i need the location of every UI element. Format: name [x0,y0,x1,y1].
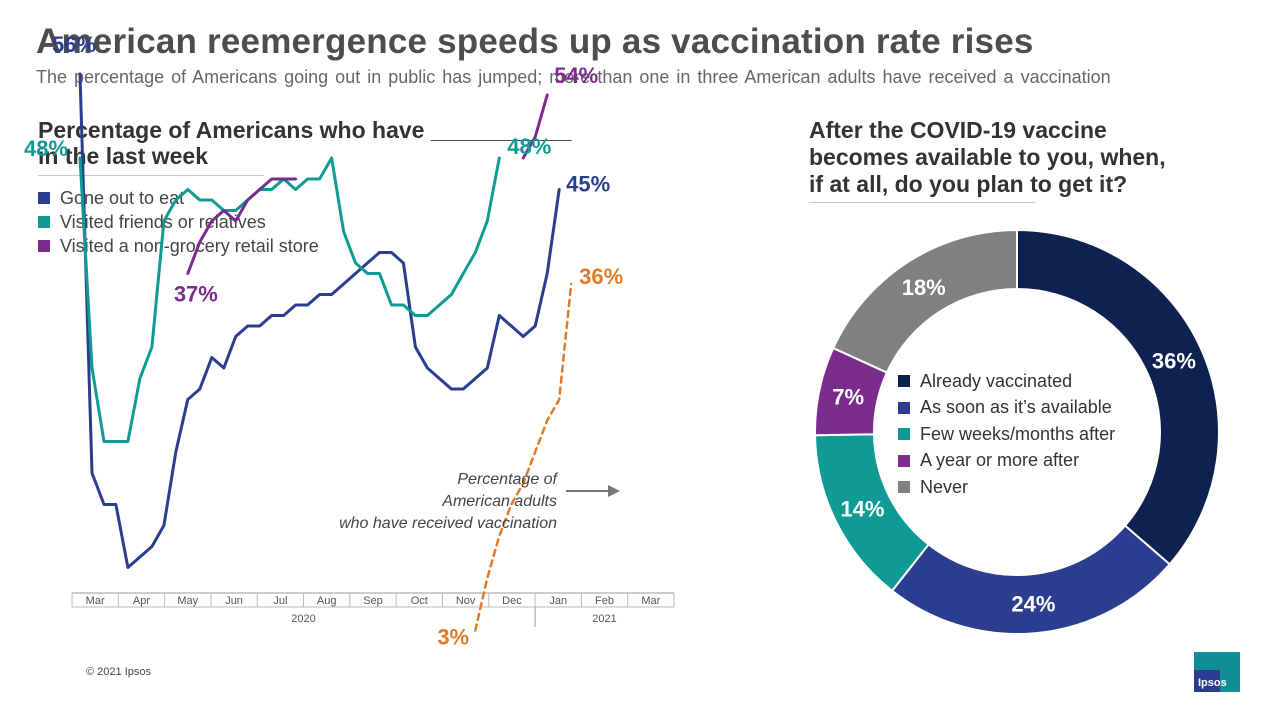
line-chart-series [78,72,573,632]
donut-data-label: 36% [1152,348,1196,373]
year-label: 2021 [592,613,616,625]
line-chart-data-labels: 56% 48% 37% 54% 48% 45% 36% 3% [24,32,623,650]
x-tick-label: Nov [456,595,476,607]
x-tick-label: May [177,595,198,607]
donut-data-labels: 36% 24% 14% 7% 18% [832,275,1196,617]
legend-label: As soon as it’s available [920,397,1112,418]
legend-swatch [898,375,910,388]
data-label: 48% [507,134,551,159]
x-tick-label: Apr [133,595,150,607]
series-line-percentage-of-american-adults-who-have-received-vaccination [474,282,573,632]
legend-label: Few weeks/months after [920,423,1116,444]
x-tick-label: Mar [86,595,105,607]
legend-label: A year or more after [920,450,1080,471]
donut-heading-line2: becomes available to you, when, [809,144,1166,170]
annotation-line-3: who have received vaccination [339,515,557,532]
legend-label: Gone out to eat [60,187,185,208]
legend-swatch [898,454,910,467]
x-tick-label: Mar [641,595,660,607]
ipsos-logo-text: Ipsos [1198,677,1227,689]
vaccination-annotation: Percentage of American adults who have r… [339,471,620,532]
legend-label: Visited a non-grocery retail store [60,235,319,256]
line-chart-heading-rule [38,175,264,176]
donut-heading-line3: if at all, do you plan to get it? [809,171,1128,197]
x-tick-label: Aug [317,595,337,607]
legend-swatch [898,401,910,414]
donut-legend-item: As soon as it’s available [898,395,1115,422]
annotation-line-1: Percentage of [457,471,558,488]
series-line-visited-a-non-grocery-retail-store [186,93,549,275]
x-tick-label: Sep [363,595,383,607]
legend-swatch [898,428,910,441]
donut-legend-item: Never [898,474,1115,501]
x-tick-label: Jan [549,595,567,607]
donut-chart-heading: After the COVID-19 vaccine becomes avail… [809,117,1249,198]
line-chart-heading-line2: in the last week [38,143,209,169]
donut-data-label: 24% [1011,592,1055,617]
x-tick-label: Jul [273,595,287,607]
page-title: American reemergence speeds up as vaccin… [36,22,1034,61]
donut-slice-already-vaccinated [1016,228,1220,566]
legend-item-visited-retail: Visited a non-grocery retail store [38,234,319,258]
data-label: 3% [437,625,469,650]
series-line-gone-out-to-eat [78,72,561,569]
donut-data-label: 14% [840,497,884,522]
donut-slice-as-soon-as-it-s-available [890,524,1172,635]
donut-heading-line1: After the COVID-19 vaccine [809,117,1107,143]
line-chart-heading-line1: Percentage of Americans who have _______… [38,117,572,143]
donut-legend-item: A year or more after [898,448,1115,475]
donut-chart-heading-rule [809,202,1035,203]
annotation-line-2: American adults [441,493,557,510]
donut-legend-item: Already vaccinated [898,368,1115,395]
data-label: 37% [174,282,218,307]
legend-swatch [898,481,910,494]
legend-swatch [38,240,50,252]
x-tick-label: Oct [411,595,428,607]
copyright-notice: © 2021 Ipsos [86,666,151,678]
data-label: 36% [579,264,623,289]
donut-slices [814,228,1220,635]
year-label: 2020 [291,613,315,625]
ipsos-logo: Ipsos [1194,652,1240,692]
donut-slice-never [831,228,1018,374]
donut-data-label: 7% [832,385,864,410]
data-label: 56% [52,32,96,57]
data-label: 54% [554,63,598,88]
legend-swatch [38,216,50,228]
ipsos-logo-mark [1194,670,1220,692]
data-label: 48% [24,136,68,161]
x-tick-label: Feb [595,595,614,607]
page-subtitle: The percentage of Americans going out in… [36,67,1111,87]
line-chart-x-axis: Mar Apr May Jun Jul Aug Sep Oct Nov Dec Jan Feb Mar 2… [71,592,675,627]
legend-label: Never [920,476,969,497]
annotation-arrow-head [608,485,620,497]
line-chart-heading: Percentage of Americans who have _______… [38,117,678,169]
series-line-visited-friends-or-relatives [78,156,501,443]
donut-data-label: 18% [902,275,946,300]
x-tick-label: Dec [502,595,522,607]
data-label: 45% [566,172,610,197]
x-tick-label: Jun [225,595,243,607]
legend-item-gone-out-to-eat: Gone out to eat [38,186,319,210]
legend-label: Already vaccinated [920,370,1073,391]
legend-swatch [38,192,50,204]
donut-legend: Already vaccinated As soon as it’s avail… [898,368,1115,501]
donut-legend-item: Few weeks/months after [898,421,1115,448]
